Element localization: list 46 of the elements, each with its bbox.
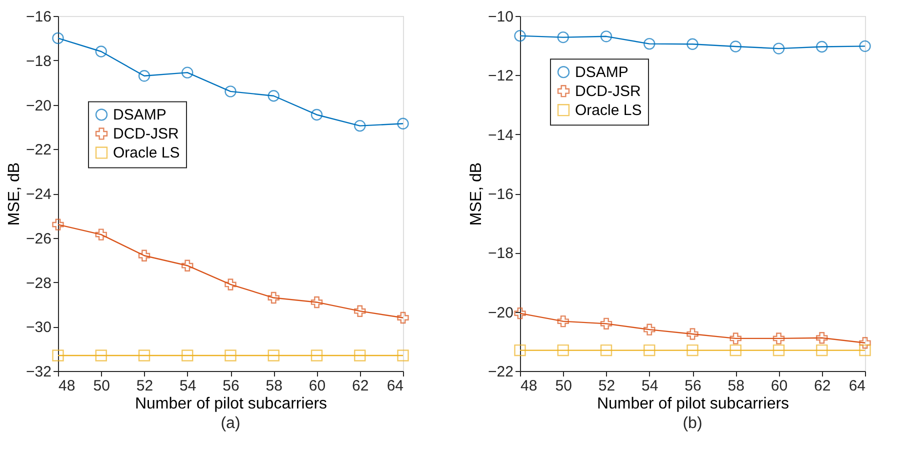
x-tick-label: 52 [598,378,616,394]
x-tick-label: 54 [180,378,196,394]
x-tick-label: 62 [352,378,369,394]
legend-label: Oracle LS [575,102,642,120]
x-tick-label: 56 [684,378,702,394]
x-tick-label: 56 [222,378,240,394]
x-tick-label: 58 [266,378,282,394]
y-tick-label: −22 [26,142,52,159]
y-tick-label: −30 [26,319,52,336]
y-tick-label: −16 [26,8,52,26]
x-tick-label: 60 [308,378,326,394]
x-tick-label: 58 [728,378,744,394]
legend-label: DCD-JSR [575,83,641,100]
y-tick-label: −24 [26,186,52,203]
y-tick-label: −26 [26,230,52,248]
x-tick-label: 50 [555,378,572,394]
y-axis-title: MSE, dB [468,162,486,226]
legend-label: DCD-JSR [113,126,179,143]
x-tick-label: 54 [642,378,658,394]
legend-label: DSAMP [113,106,166,124]
x-tick-label: 62 [814,378,831,394]
y-tick-label: −20 [488,304,514,322]
y-tick-label: −12 [488,68,514,85]
x-tick-label: 52 [136,378,154,394]
y-tick-label: −32 [26,364,52,380]
x-tick-label: 60 [770,378,788,394]
y-tick-label: −14 [488,126,514,144]
y-tick-label: −28 [26,274,52,292]
text: (b) [682,415,702,432]
y-axis-title: MSE, dB [6,162,24,226]
legend-label: DSAMP [575,64,628,82]
legend-label: Oracle LS [113,144,180,162]
x-axis-title: Number of pilot subcarriers [134,396,328,412]
y-tick-label: −10 [488,8,514,26]
x-tick-label: 64 [848,378,866,394]
y-tick-label: −20 [26,97,52,114]
text: (a) [220,415,240,432]
y-tick-label: −18 [26,52,52,70]
x-tick-label: 64 [386,378,404,394]
y-tick-label: −22 [488,364,514,380]
x-tick-label: 48 [58,378,76,394]
x-tick-label: 48 [520,378,538,394]
y-tick-label: −16 [488,186,514,203]
x-axis-title: Number of pilot subcarriers [596,396,790,412]
x-tick-label: 50 [93,378,110,394]
y-tick-label: −18 [488,245,514,262]
